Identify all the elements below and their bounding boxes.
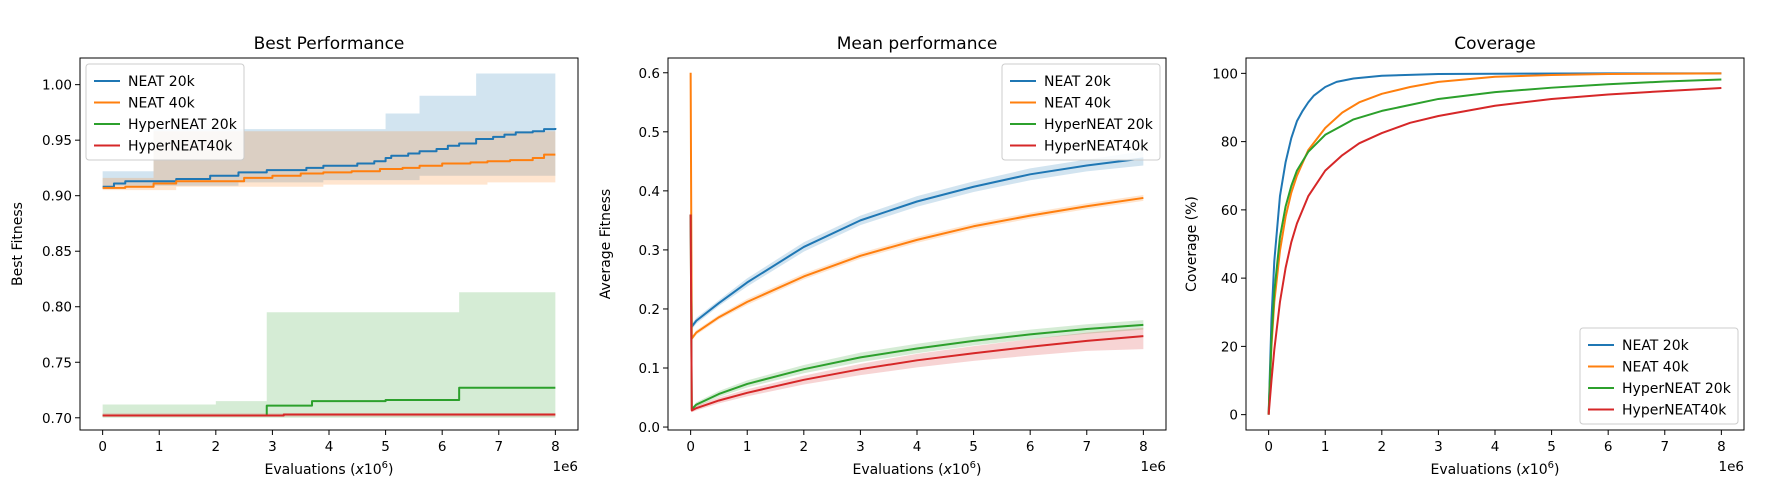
series-line-1 (1267, 72, 1722, 415)
x-tick-label: 8 (1717, 439, 1726, 455)
y-tick-label: 0.1 (639, 361, 660, 377)
x-tick-label: 6 (1604, 439, 1613, 455)
legend-label-4: HyperNEAT40k (1622, 403, 1727, 419)
legend: NEAT 20k NEAT 40k HyperNEAT 20k HyperNEAT40… (1579, 327, 1739, 425)
y-tick-label: 0.3 (639, 243, 660, 259)
legend: NEAT 20k NEAT 40k HyperNEAT 20k HyperNEAT40… (85, 63, 245, 161)
x-tick-label: 1 (743, 439, 752, 455)
band-1 (690, 151, 1144, 330)
y-axis-label: Average Fitness (598, 189, 614, 299)
x-tick-label: 7 (1660, 439, 1669, 455)
x-tick-label: 5 (969, 439, 978, 455)
x-tick-label: 2 (1378, 439, 1387, 455)
legend-label-2: NEAT 40k (1044, 96, 1112, 112)
series-line-2 (102, 153, 556, 189)
series-line-3 (1267, 78, 1722, 415)
y-tick-label: 20 (1221, 339, 1238, 355)
chart-title: Best Performance (254, 34, 405, 54)
y-tick-label: 0.90 (42, 189, 72, 205)
legend-label-4: HyperNEAT40k (128, 139, 233, 155)
x-tick-label: 2 (800, 439, 809, 455)
x-axis-label: Evaluations (x106) (264, 460, 393, 478)
y-tick-label: 60 (1221, 203, 1238, 219)
band-3 (690, 211, 1144, 412)
legend-label-4: HyperNEAT40k (1044, 139, 1149, 155)
x-offset-label: 1e6 (553, 459, 578, 475)
y-tick-label: 0.5 (639, 125, 660, 141)
x-tick-label: 7 (494, 439, 503, 455)
y-tick-label: 0.70 (42, 411, 72, 427)
y-tick-label: 0 (1229, 408, 1238, 424)
legend-label-2: NEAT 40k (1622, 360, 1690, 376)
x-axis-label: Evaluations (x106) (852, 460, 981, 478)
x-tick-label: 5 (381, 439, 390, 455)
series-line-2 (689, 72, 1144, 340)
series-line-3 (689, 214, 1144, 411)
y-tick-label: 1.00 (42, 78, 72, 94)
x-tick-label: 1 (1321, 439, 1330, 455)
x-tick-label: 0 (686, 439, 695, 455)
y-tick-label: 0.0 (639, 420, 660, 436)
band-3 (102, 292, 556, 418)
y-tick-label: 0.6 (639, 66, 660, 82)
series-line-4 (689, 214, 1144, 412)
x-tick-label: 4 (913, 439, 922, 455)
x-tick-label: 4 (325, 439, 334, 455)
y-tick-label: 0.75 (42, 355, 72, 371)
x-tick-label: 6 (1026, 439, 1035, 455)
legend-label-3: HyperNEAT 20k (1044, 117, 1154, 133)
legend-label-1: NEAT 20k (1622, 338, 1690, 354)
chart-title: Coverage (1454, 34, 1535, 54)
legend-label-1: NEAT 20k (1044, 74, 1112, 90)
x-tick-label: 3 (1434, 439, 1443, 455)
y-axis-label: Coverage (%) (1184, 196, 1200, 292)
y-tick-label: 100 (1212, 66, 1238, 82)
x-offset-label: 1e6 (1719, 459, 1744, 475)
y-axis-label: Best Fitness (10, 202, 26, 286)
legend-box (1579, 327, 1739, 425)
x-tick-label: 5 (1547, 439, 1556, 455)
legend-label-2: NEAT 40k (128, 96, 196, 112)
chart-panel-2: 0 1 2 3 4 5 6 7 8 0.0 0.1 0.2 0.3 0.4 0.5 0.6 1e6 Mean pe… (598, 34, 1167, 478)
series-line-2 (1267, 72, 1722, 415)
y-tick-label: 0.4 (639, 184, 660, 200)
legend-label-3: HyperNEAT 20k (128, 117, 238, 133)
x-tick-label: 3 (856, 439, 865, 455)
legend-box (85, 63, 245, 161)
chart-title: Mean performance (837, 34, 998, 54)
y-tick-label: 0.2 (639, 302, 660, 318)
x-tick-label: 8 (551, 439, 560, 455)
series-line-1 (102, 127, 557, 188)
x-axis-label: Evaluations (x106) (1430, 460, 1559, 478)
chart-panel-1: 0 1 2 3 4 5 6 7 8 0.70 0.75 0.80 0.85 0.90 0.95 1.00 1e6… (10, 34, 579, 478)
chart-panel-3: 0 1 2 3 4 5 6 7 80204060801001e6CoverageEvaluati… (1184, 34, 1745, 478)
series-line-4 (1267, 87, 1722, 415)
y-tick-label: 40 (1221, 271, 1238, 287)
x-tick-label: 7 (1082, 439, 1091, 455)
y-tick-label: 80 (1221, 135, 1238, 151)
y-tick-label: 0.80 (42, 300, 72, 316)
legend-box (1001, 63, 1161, 161)
x-tick-label: 6 (438, 439, 447, 455)
y-tick-label: 0.95 (42, 133, 72, 149)
x-tick-label: 8 (1139, 439, 1148, 455)
x-tick-label: 1 (155, 439, 164, 455)
y-tick-label: 0.85 (42, 244, 72, 260)
x-tick-label: 3 (268, 439, 277, 455)
series-line-4 (102, 413, 556, 417)
x-offset-label: 1e6 (1141, 459, 1166, 475)
x-tick-label: 0 (98, 439, 107, 455)
x-tick-label: 0 (1264, 439, 1273, 455)
x-tick-label: 2 (212, 439, 221, 455)
x-tick-label: 4 (1491, 439, 1500, 455)
series-line-1 (689, 157, 1144, 328)
legend-label-1: NEAT 20k (128, 74, 196, 90)
legend: NEAT 20k NEAT 40k HyperNEAT 20k HyperNEAT40… (1001, 63, 1161, 161)
legend-label-3: HyperNEAT 20k (1622, 381, 1732, 397)
